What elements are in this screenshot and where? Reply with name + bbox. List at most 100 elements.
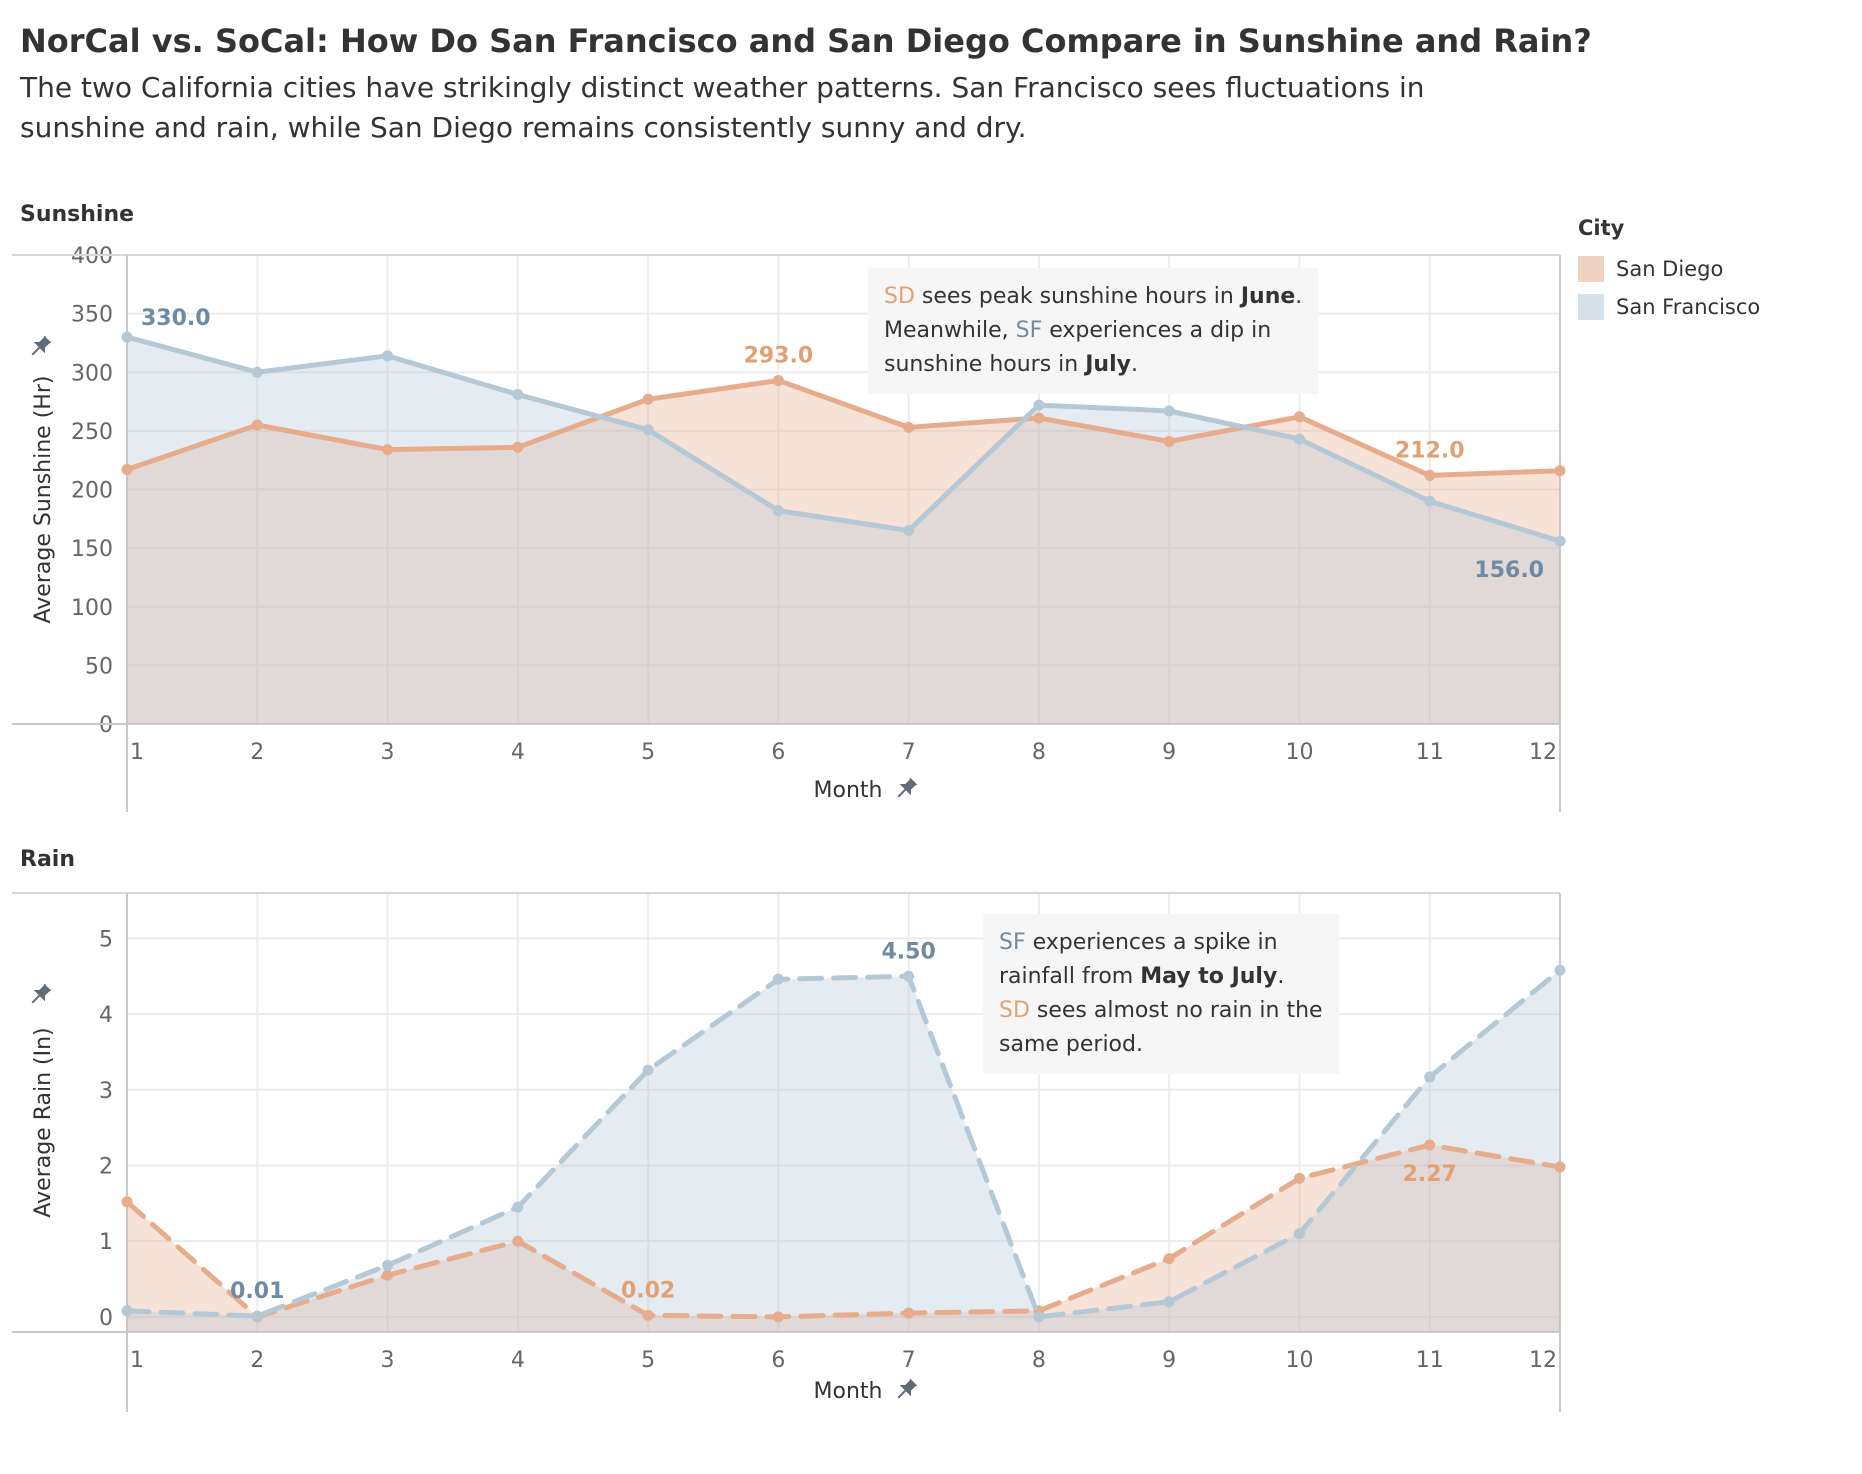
legend-label-san-diego: San Diego (1616, 257, 1724, 281)
sunshine-xtick-label: 4 (511, 740, 525, 765)
annot-sf: SF (999, 930, 1026, 955)
sunshine-xtick-label: 11 (1416, 740, 1444, 765)
rain-xtick-label: 3 (381, 1348, 395, 1373)
sunshine-point-san-francisco (512, 389, 524, 401)
annot-sf: SF (1015, 318, 1043, 343)
rain-xtick-label: 2 (250, 1348, 264, 1373)
rain-data-label: 0.02 (621, 1278, 675, 1303)
sunshine-xtick-label: 5 (641, 740, 655, 765)
sunshine-xtick-label: 3 (381, 740, 395, 765)
sunshine-point-san-francisco (1293, 433, 1305, 445)
annot-text: . (1130, 352, 1138, 377)
sunshine-ytick-label: 100 (71, 596, 113, 621)
pushpin-icon (31, 335, 52, 356)
rain-data-label: 2.27 (1403, 1162, 1457, 1187)
sunshine-ytick-label: 50 (85, 654, 113, 679)
sunshine-area-san-francisco (127, 337, 1560, 724)
rain-point-san-diego (772, 1311, 784, 1323)
sunshine-point-san-francisco (1424, 495, 1436, 507)
legend-item-san-diego[interactable]: San Diego (1578, 250, 1760, 288)
sunshine-line-san-francisco (124, 334, 1563, 544)
legend-title: City (1578, 216, 1625, 240)
rain-area-san-francisco (127, 970, 1560, 1332)
pushpin-icon-head (899, 1378, 918, 1397)
sunshine-ytick-label: 300 (71, 361, 113, 386)
rain-point-san-diego (642, 1309, 654, 1321)
sunshine-area-san-diego (127, 380, 1560, 724)
rain-xtick-label: 1 (130, 1348, 144, 1373)
annot-june: June (1240, 284, 1296, 309)
sunshine-point-san-francisco (642, 424, 654, 436)
annot-text: sunshine hours in (884, 352, 1086, 377)
sunshine-point-san-francisco (1554, 535, 1566, 547)
annot-text: same period. (999, 1032, 1143, 1057)
sunshine-line-san-diego (124, 377, 1563, 478)
sunshine-xtick-label: 12 (1529, 740, 1557, 765)
rain-ytick-label: 1 (99, 1230, 113, 1255)
pushpin-icon-needle (897, 789, 906, 798)
annot-sd: SD (884, 284, 915, 309)
rain-xtick-label: 4 (511, 1348, 525, 1373)
sunshine-point-san-diego (121, 464, 133, 476)
sunshine-point-san-francisco (1033, 399, 1045, 411)
sunshine-point-san-diego (1424, 469, 1436, 481)
rain-point-san-francisco (251, 1310, 263, 1322)
sunshine-point-san-francisco (772, 505, 784, 517)
sunshine-point-san-francisco (251, 366, 263, 378)
sunshine-point-san-diego (903, 421, 915, 433)
rain-line-san-diego (124, 1142, 1563, 1320)
legend-item-san-francisco[interactable]: San Francisco (1578, 288, 1760, 326)
annot-text: rainfall from (999, 964, 1141, 989)
city-legend[interactable]: City San Diego San Francisco (1578, 216, 1760, 326)
rain-chart-title: Rain (20, 847, 75, 872)
sunshine-point-san-diego (251, 419, 263, 431)
rain-xtick-label: 9 (1162, 1348, 1176, 1373)
sunshine-xtick-label: 9 (1162, 740, 1176, 765)
annot-sd: SD (999, 998, 1030, 1023)
sunshine-xtick-label: 8 (1032, 740, 1046, 765)
rain-point-san-francisco (1424, 1071, 1436, 1083)
rain-point-san-diego (903, 1307, 915, 1319)
rain-xtick-label: 10 (1285, 1348, 1313, 1373)
sunshine-point-san-francisco (903, 525, 915, 537)
rain-point-san-francisco (772, 973, 784, 985)
rain-xtick-label: 8 (1032, 1348, 1046, 1373)
rain-xtick-label: 6 (771, 1348, 785, 1373)
rain-point-san-diego (512, 1235, 524, 1247)
sunshine-x-axis-title: Month (814, 778, 883, 803)
rain-line-san-francisco (124, 967, 1563, 1320)
annot-text: sees peak sunshine hours in (914, 284, 1241, 309)
pushpin-icon (897, 777, 918, 798)
annot-july: July (1085, 352, 1131, 377)
legend-label-san-francisco: San Francisco (1616, 295, 1761, 319)
annot-text: experiences a dip in (1042, 318, 1272, 343)
rain-point-san-francisco (1163, 1296, 1175, 1308)
sunshine-xtick-label: 10 (1285, 740, 1313, 765)
sunshine-point-san-diego (512, 441, 524, 453)
annot-text: experiences a spike in (1025, 930, 1278, 955)
rain-point-san-francisco (1554, 964, 1566, 976)
rain-area-san-diego (127, 1145, 1560, 1332)
rain-ytick-label: 5 (99, 927, 113, 952)
sunshine-data-label: 212.0 (1395, 438, 1465, 463)
page-subtitle: The two California cities have strikingl… (20, 71, 1425, 144)
page-title: NorCal vs. SoCal: How Do San Francisco a… (20, 22, 1592, 60)
annot-text: sees almost no rain in the (1029, 998, 1323, 1023)
sunshine-point-san-francisco (1163, 405, 1175, 417)
annot-text: Meanwhile, (884, 318, 1016, 343)
legend-swatch-san-diego (1578, 256, 1604, 282)
rain-ytick-label: 4 (99, 1003, 113, 1028)
pushpin-icon-needle (31, 995, 40, 1004)
rain-x-axis-title: Month (814, 1379, 883, 1404)
rain-data-label: 0.01 (230, 1279, 284, 1304)
sunshine-point-san-diego (1293, 411, 1305, 423)
rain-annotation: SF experiences a spike in rainfall from … (983, 914, 1339, 1074)
sunshine-xtick-label: 1 (130, 740, 144, 765)
annot-period: May to July (1140, 964, 1278, 989)
annot-text: . (1277, 964, 1285, 989)
rain-ytick-label: 0 (99, 1306, 113, 1331)
rain-point-san-francisco (1293, 1228, 1305, 1240)
rain-ytick-label: 3 (99, 1079, 113, 1104)
sunshine-point-san-francisco (382, 350, 394, 362)
